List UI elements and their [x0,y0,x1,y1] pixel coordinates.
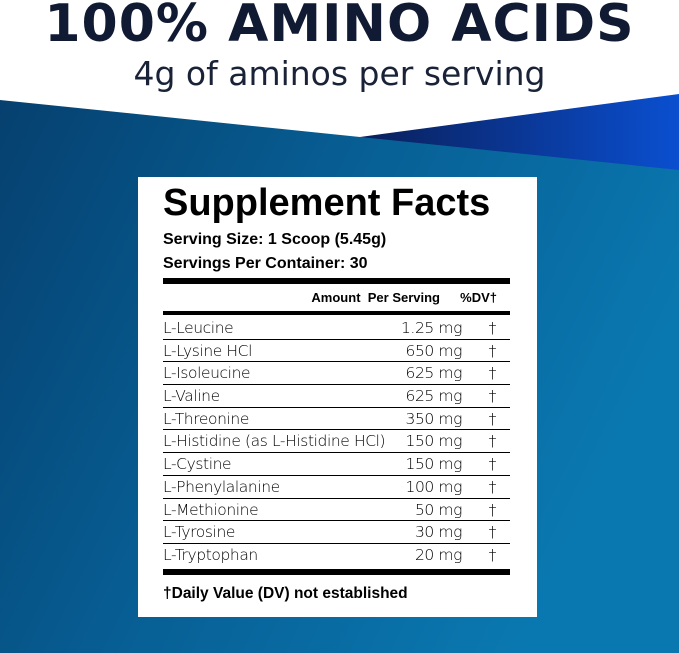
nutrient-dv: † [488,477,497,496]
nutrient-name: L-Lysine HCl [163,341,252,360]
table-row: L-Cystine 150 mg † [163,453,510,476]
nutrient-dv: † [488,455,497,474]
nutrient-dv: † [488,364,497,383]
amount-header: Amount Per Serving [311,290,440,305]
table-row: L-Threonine 350 mg † [163,408,510,431]
nutrient-dv: † [488,523,497,542]
table-row: L-Valine 625 mg † [163,385,510,408]
table-row: L-Methionine 50 mg † [163,499,510,522]
table-row: L-Lysine HCl 650 mg † [163,340,510,363]
servings-per-container: Servings Per Container: 30 [163,255,368,272]
nutrient-dv: † [488,387,497,406]
nutrient-name: L-Methionine [163,500,259,519]
table-row: L-Leucine 1.25 mg † [163,317,510,340]
nutrient-dv: † [488,341,497,360]
nutrient-name: L-Phenylalanine [163,477,280,496]
nutrient-amount: 50 mg [414,500,462,519]
nutrient-dv: † [488,500,497,519]
divider-thick [163,278,510,284]
table-row: L-Isoleucine 625 mg † [163,362,510,386]
table-row: L-Phenylalanine 100 mg † [163,476,510,499]
nutrient-dv: † [488,432,497,451]
table-row: L-Tyrosine 30 mg † [163,521,510,544]
nutrient-name: L-Tyrosine [163,523,236,542]
nutrient-amount: 350 mg [405,409,462,428]
nutrient-name: L-Isoleucine [163,364,251,383]
serving-size: Serving Size: 1 Scoop (5.45g) [163,231,387,248]
nutrient-amount: 625 mg [405,387,462,406]
nutrient-amount: 1.25 mg [400,319,462,337]
nutrient-name: L-Histidine (as L-Histidine HCl) [163,432,386,451]
headline-title: 100% AMINO ACIDS [44,0,635,54]
table-row: L-Histidine (as L-Histidine HCl) 150 mg † [163,430,510,454]
footnote: †Daily Value (DV) not established [163,585,408,602]
label-title: Supplement Facts [163,182,491,224]
nutrient-amount: 20 mg [414,545,462,564]
headline-subtitle: 4g of aminos per serving [133,54,546,93]
nutrient-name: L-Leucine [163,319,234,337]
nutrient-amount: 150 mg [405,455,462,474]
nutrient-amount: 625 mg [405,364,462,383]
nutrient-amount: 150 mg [405,432,462,451]
dv-header: %DV† [460,290,497,305]
nutrient-amount: 100 mg [405,477,462,496]
nutrient-dv: † [488,409,497,428]
nutrient-dv: † [488,319,497,337]
nutrient-name: L-Cystine [163,455,232,474]
divider-thick-bottom [163,569,510,575]
divider-medium [163,311,510,315]
supplement-facts-label: Supplement Facts Serving Size: 1 Scoop (… [138,177,537,617]
nutrient-dv: † [488,545,497,564]
table-row: L-Tryptophan 20 mg † [163,544,510,566]
nutrient-name: L-Tryptophan [163,545,258,564]
nutrient-table: L-Leucine 1.25 mg † L-Lysine HCl 650 mg † L-Is… [163,317,510,566]
nutrient-name: L-Threonine [163,409,249,428]
nutrient-name: L-Valine [163,387,220,406]
nutrient-amount: 650 mg [405,341,462,360]
nutrient-amount: 30 mg [414,523,462,542]
